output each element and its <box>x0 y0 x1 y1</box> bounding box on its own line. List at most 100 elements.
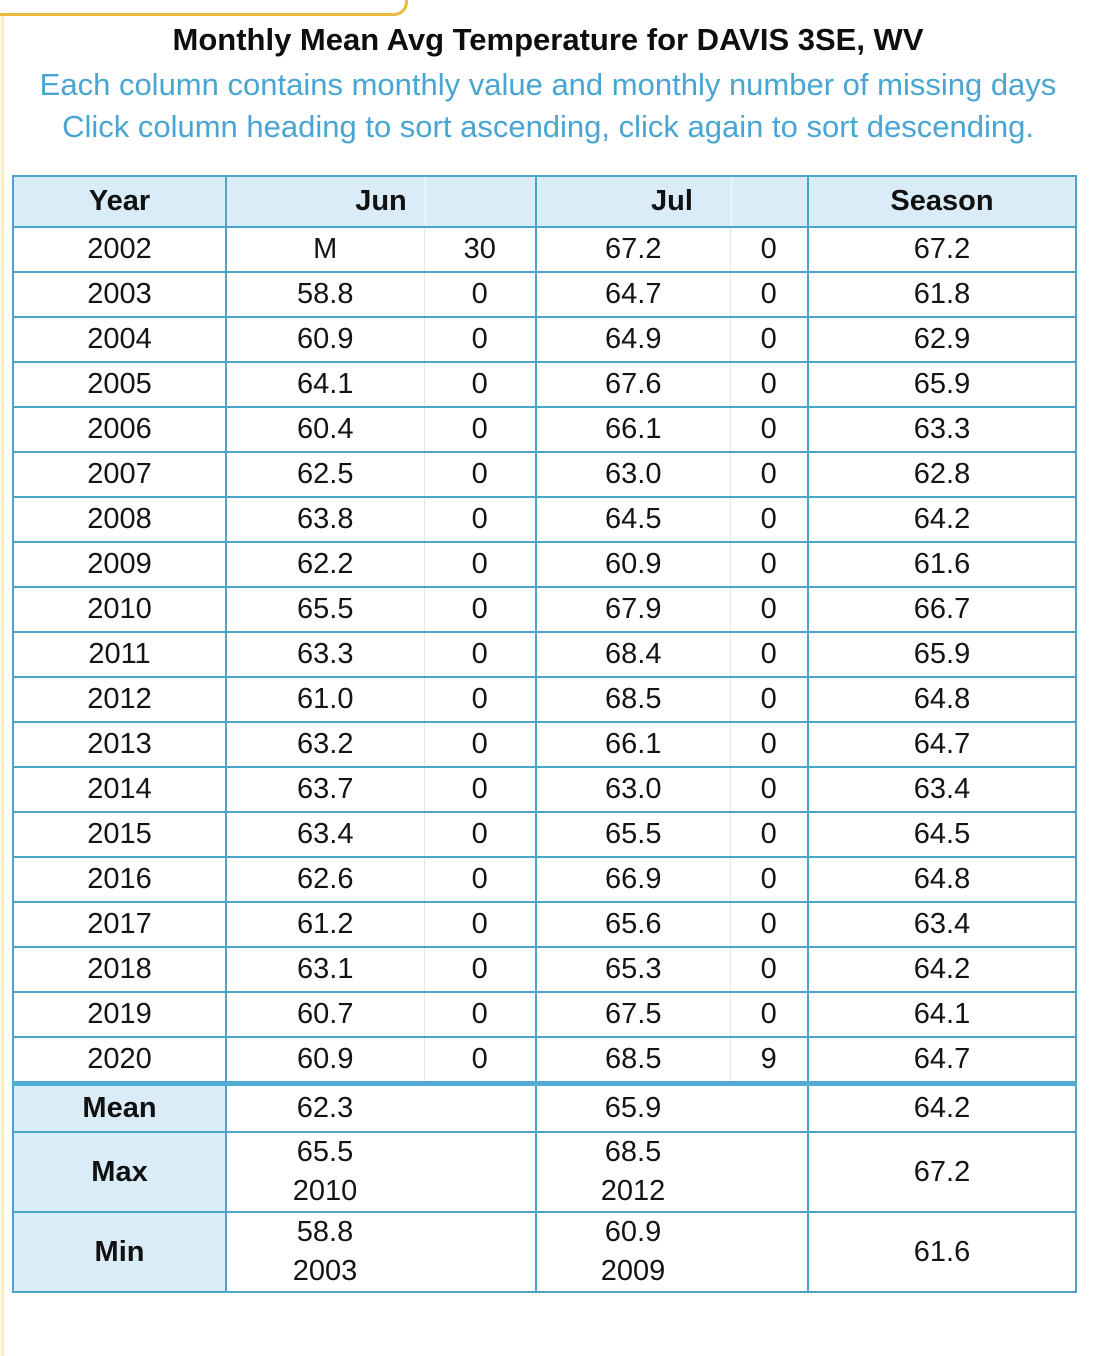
jul-value-cell: 65.6 <box>535 901 731 948</box>
jun-value-cell: 64.1 <box>225 361 425 408</box>
table-row: 2002 M 30 67.2 0 67.2 <box>12 226 1077 273</box>
column-header-jul[interactable]: Jul <box>535 175 809 228</box>
max-jul-cell: 68.5 2012 <box>535 1131 809 1213</box>
max-jun-cell: 65.5 2010 <box>225 1131 537 1213</box>
column-header-jun-label: Jun <box>355 185 407 217</box>
page-header: Monthly Mean Avg Temperature for DAVIS 3… <box>0 0 1096 148</box>
column-header-jun[interactable]: Jun <box>225 175 537 228</box>
column-header-season-label: Season <box>890 185 994 217</box>
subcolumn-divider <box>731 178 732 225</box>
jun-missing-cell: 0 <box>423 946 537 993</box>
season-cell: 63.4 <box>807 766 1077 813</box>
min-jun-value: 58.8 <box>296 1216 354 1248</box>
max-row: Max 65.5 2010 68.5 2012 67.2 <box>12 1131 1077 1213</box>
mean-label: Mean <box>12 1081 227 1133</box>
max-jun-value: 65.5 <box>296 1136 354 1168</box>
season-cell: 64.8 <box>807 856 1077 903</box>
min-jun-cell: 58.8 2003 <box>225 1211 537 1293</box>
jul-missing-cell: 0 <box>729 991 809 1038</box>
season-cell: 67.2 <box>807 226 1077 273</box>
year-cell: 2010 <box>12 586 227 633</box>
jun-missing-cell: 0 <box>423 316 537 363</box>
jun-missing-cell: 0 <box>423 451 537 498</box>
year-cell: 2011 <box>12 631 227 678</box>
table-row: 2005 64.1 0 67.6 0 65.9 <box>12 361 1077 408</box>
year-cell: 2006 <box>12 406 227 453</box>
jul-value-cell: 63.0 <box>535 766 731 813</box>
year-cell: 2004 <box>12 316 227 363</box>
jul-value-cell: 68.5 <box>535 1036 731 1085</box>
table-row: 2003 58.8 0 64.7 0 61.8 <box>12 271 1077 318</box>
min-jul-value: 60.9 <box>604 1216 662 1248</box>
header-row: Year Jun Jul Season <box>12 175 1077 228</box>
table-row: 2017 61.2 0 65.6 0 63.4 <box>12 901 1077 948</box>
max-jul-value: 68.5 <box>604 1136 662 1168</box>
year-cell: 2014 <box>12 766 227 813</box>
year-cell: 2020 <box>12 1036 227 1085</box>
jul-value-cell: 67.9 <box>535 586 731 633</box>
column-header-season[interactable]: Season <box>807 175 1077 228</box>
jul-value-cell: 66.1 <box>535 721 731 768</box>
jul-missing-cell: 0 <box>729 901 809 948</box>
mean-season-cell: 64.2 <box>807 1081 1077 1133</box>
max-season-cell: 67.2 <box>807 1131 1077 1213</box>
season-cell: 66.7 <box>807 586 1077 633</box>
jul-missing-cell: 0 <box>729 451 809 498</box>
page-title: Monthly Mean Avg Temperature for DAVIS 3… <box>172 22 924 57</box>
season-cell: 63.4 <box>807 901 1077 948</box>
min-label: Min <box>12 1211 227 1293</box>
jun-missing-cell: 0 <box>423 766 537 813</box>
climate-data-table: Year Jun Jul Season 2002 M 30 67.2 0 67.2 2003… <box>12 175 1077 1293</box>
jun-missing-cell: 0 <box>423 721 537 768</box>
jun-missing-cell: 0 <box>423 631 537 678</box>
table-row: 2006 60.4 0 66.1 0 63.3 <box>12 406 1077 453</box>
jul-value-cell: 67.6 <box>535 361 731 408</box>
jun-missing-cell: 0 <box>423 991 537 1038</box>
subcolumn-divider <box>425 178 426 225</box>
season-cell: 64.2 <box>807 946 1077 993</box>
season-cell: 65.9 <box>807 361 1077 408</box>
jul-missing-cell: 0 <box>729 586 809 633</box>
jun-value-cell: 65.5 <box>225 586 425 633</box>
jul-value-cell: 67.2 <box>535 226 731 273</box>
jun-value-cell: 63.7 <box>225 766 425 813</box>
max-jun-year: 2010 <box>292 1175 358 1207</box>
jun-value-cell: 60.9 <box>225 1036 425 1085</box>
min-jul-year: 2009 <box>600 1255 666 1287</box>
column-header-year[interactable]: Year <box>12 175 227 228</box>
year-cell: 2015 <box>12 811 227 858</box>
jun-missing-cell: 0 <box>423 361 537 408</box>
season-cell: 64.7 <box>807 721 1077 768</box>
table-row: 2016 62.6 0 66.9 0 64.8 <box>12 856 1077 903</box>
jun-missing-cell: 30 <box>423 226 537 273</box>
table-row: 2004 60.9 0 64.9 0 62.9 <box>12 316 1077 363</box>
season-cell: 64.8 <box>807 676 1077 723</box>
jun-value-cell: 63.2 <box>225 721 425 768</box>
subtitle-line-1: Each column contains monthly value and m… <box>39 67 1057 102</box>
jul-value-cell: 64.7 <box>535 271 731 318</box>
jul-value-cell: 66.1 <box>535 406 731 453</box>
jul-missing-cell: 0 <box>729 631 809 678</box>
year-cell: 2012 <box>12 676 227 723</box>
year-cell: 2009 <box>12 541 227 588</box>
mean-jul-cell: 65.9 <box>535 1081 809 1133</box>
mean-jun-cell: 62.3 <box>225 1081 537 1133</box>
jun-missing-cell: 0 <box>423 1036 537 1085</box>
max-label: Max <box>12 1131 227 1213</box>
jul-value-cell: 63.0 <box>535 451 731 498</box>
column-header-jul-label: Jul <box>651 185 693 217</box>
year-cell: 2002 <box>12 226 227 273</box>
table-row: 2009 62.2 0 60.9 0 61.6 <box>12 541 1077 588</box>
jul-missing-cell: 0 <box>729 496 809 543</box>
jun-missing-cell: 0 <box>423 811 537 858</box>
jul-value-cell: 65.3 <box>535 946 731 993</box>
year-cell: 2019 <box>12 991 227 1038</box>
jun-value-cell: 60.7 <box>225 991 425 1038</box>
year-cell: 2003 <box>12 271 227 318</box>
table-row: 2020 60.9 0 68.5 9 64.7 <box>12 1036 1077 1085</box>
table-body: 2002 M 30 67.2 0 67.2 2003 58.8 0 64.7 0 61.8 2004 60… <box>12 226 1077 1085</box>
table-row: 2010 65.5 0 67.9 0 66.7 <box>12 586 1077 633</box>
table-summary: Mean 62.3 65.9 64.2 Max 65.5 2010 68.5 2… <box>12 1081 1077 1293</box>
jun-missing-cell: 0 <box>423 676 537 723</box>
jul-missing-cell: 0 <box>729 541 809 588</box>
